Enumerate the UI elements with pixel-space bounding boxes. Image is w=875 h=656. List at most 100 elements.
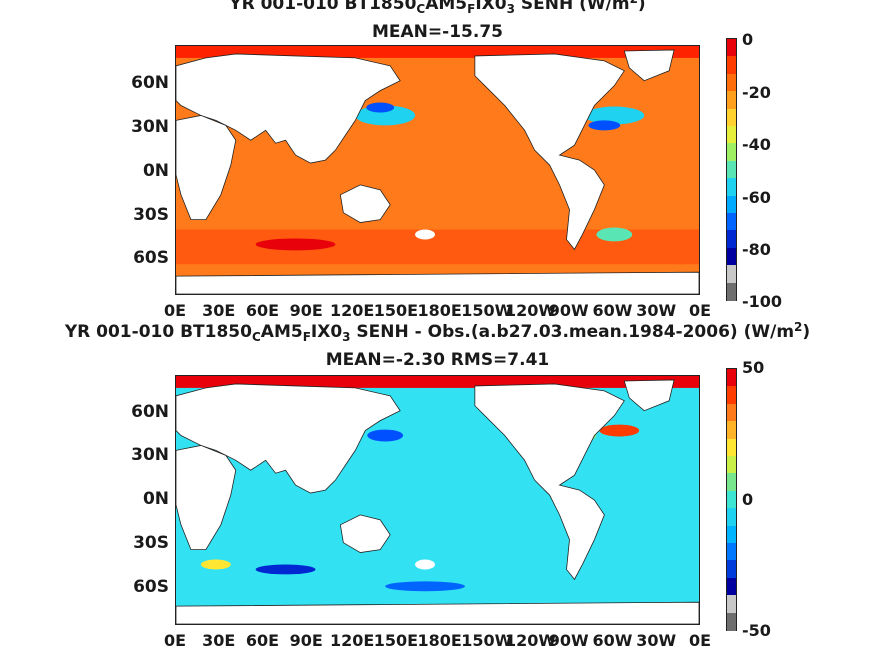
p2-colorbar-label: 50 <box>742 358 765 377</box>
x-tick-label: 120E <box>330 631 375 650</box>
colorbar-segment <box>727 178 736 197</box>
p1-ylabel: 30S <box>133 205 169 225</box>
x-tick-label: 120W <box>505 631 557 650</box>
p1-colorbar-label: -80 <box>742 240 771 259</box>
x-tick-label: 60E <box>245 301 280 320</box>
africa-land <box>176 115 237 220</box>
x-tick-label: 0E <box>688 631 712 650</box>
panel2-colorbar <box>726 368 737 632</box>
colorbar-segment <box>727 213 736 232</box>
colorbar-segment <box>727 91 736 110</box>
kuroshio-anomaly <box>367 429 404 442</box>
panel2-map-svg <box>176 376 699 624</box>
colorbar-segment <box>727 126 736 145</box>
eurasia-land <box>176 53 401 164</box>
colorbar-segment <box>727 386 736 406</box>
p1-ylabel: 60S <box>133 248 169 268</box>
p2-ylabel: 30S <box>133 533 169 553</box>
colorbar-segment <box>727 490 736 510</box>
panel2-mean: MEAN=-2.30 RMS=7.41 <box>325 350 550 370</box>
x-tick-label: 150W <box>461 631 513 650</box>
colorbar-segment <box>727 73 736 93</box>
x-tick-label: 30E <box>202 301 236 320</box>
x-tick-label: 90E <box>289 631 323 650</box>
x-tick-label: 90W <box>548 631 589 650</box>
gulfstream-feature <box>584 106 645 125</box>
x-tick-label: 0E <box>163 301 187 320</box>
panel1-colorbar <box>726 38 737 302</box>
p1-ylabel: 0N <box>142 161 169 181</box>
patagonia-feature <box>596 227 633 242</box>
colorbar-segment <box>727 438 736 458</box>
colorbar-segment <box>727 56 736 76</box>
australia-land <box>339 514 391 553</box>
arctic-band <box>176 46 699 58</box>
panel1-title: YR 001-010 BT1850CAM5FIX03 SENH (W/m2) <box>229 0 646 16</box>
x-tick-label: 180E <box>417 301 462 320</box>
panel1-map <box>175 45 700 295</box>
colorbar-segment <box>727 456 736 475</box>
eurasia-land <box>176 383 401 494</box>
africa-land <box>176 445 237 550</box>
x-tick-label: 90W <box>548 301 589 320</box>
southern-ocean-anomaly <box>255 564 316 575</box>
p1-colorbar-label: -20 <box>742 83 771 102</box>
p1-ylabel: 60N <box>131 73 169 93</box>
panel2-map <box>175 375 700 625</box>
colorbar-segment <box>727 108 736 128</box>
colorbar-segment <box>727 525 736 545</box>
p1-ylabel: 30N <box>131 117 169 137</box>
colorbar-segment <box>727 143 736 163</box>
colorbar-segment <box>727 421 736 440</box>
colorbar-segment <box>727 612 736 632</box>
panel1-mean: MEAN=-15.75 <box>372 22 503 42</box>
p1-colorbar-label: -60 <box>742 188 771 207</box>
greenland-land <box>623 379 675 412</box>
colorbar-segment <box>727 560 736 580</box>
americas-land <box>474 383 625 581</box>
x-tick-label: 60W <box>592 631 633 650</box>
colorbar-segment <box>727 473 736 493</box>
agulhas-anomaly <box>200 559 231 570</box>
colorbar-segment <box>727 543 736 562</box>
colorbar-segment <box>727 265 736 284</box>
x-tick-label: 30W <box>636 631 677 650</box>
colorbar-segment <box>727 595 736 614</box>
p1-colorbar-label: -40 <box>742 135 771 154</box>
greenland-land <box>623 49 675 82</box>
arctic-band-anomaly <box>176 376 699 388</box>
x-tick-label: 60E <box>245 631 280 650</box>
x-tick-label: 30E <box>202 631 236 650</box>
x-tick-label: 60W <box>592 301 633 320</box>
p1-colorbar-label: -100 <box>742 292 783 311</box>
p2-colorbar-label: 0 <box>742 490 754 509</box>
p2-ylabel: 30N <box>131 445 169 465</box>
x-tick-label: 150W <box>461 301 513 320</box>
x-tick-label: 0E <box>163 631 187 650</box>
x-tick-label: 120W <box>505 301 557 320</box>
southern-ocean-hot <box>255 238 336 251</box>
x-tick-label: 90E <box>289 301 323 320</box>
x-tick-label: 120E <box>330 301 375 320</box>
southern-ocean-anomaly-2 <box>385 581 465 592</box>
antarctica-land <box>176 601 699 624</box>
x-tick-label: 0E <box>688 301 712 320</box>
colorbar-segment <box>727 160 736 180</box>
colorbar-segment <box>727 282 736 302</box>
p2-colorbar-label: -50 <box>742 621 771 640</box>
panel1-map-svg <box>176 46 699 294</box>
x-tick-label: 150E <box>373 301 419 320</box>
kuroshio-core <box>366 102 395 113</box>
p2-ylabel: 60N <box>131 402 169 422</box>
colorbar-segment <box>727 369 736 388</box>
colorbar-segment <box>727 508 736 527</box>
colorbar-segment <box>727 230 736 250</box>
panel2-title: YR 001-010 BT1850CAM5FIX03 SENH - Obs.(a… <box>64 320 811 344</box>
antarctica-land <box>176 271 699 294</box>
americas-land <box>474 53 625 251</box>
colorbar-segment <box>727 577 736 597</box>
p2-ylabel: 60S <box>133 577 169 597</box>
colorbar-segment <box>727 195 736 215</box>
australia-land <box>339 184 391 223</box>
gulfstream-core <box>588 120 621 131</box>
